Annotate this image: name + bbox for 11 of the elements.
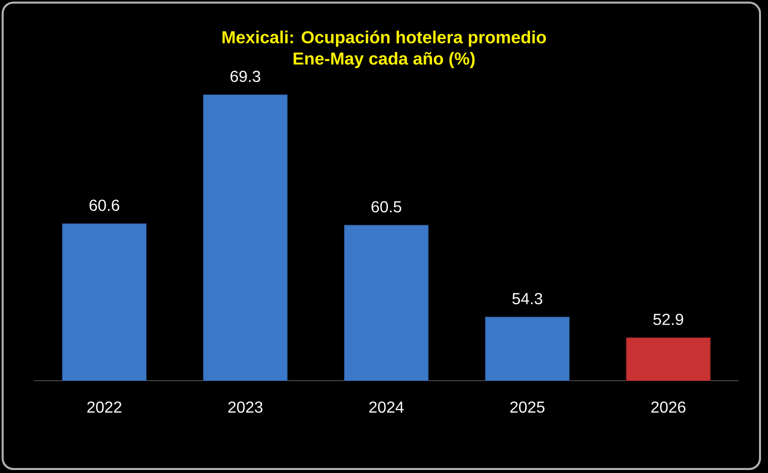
x-tick-label: 2026 [651,401,686,413]
x-tick-label: 2022 [87,401,122,413]
data-label: 60.6 [90,200,120,211]
data-label: 54.3 [512,292,542,304]
x-tick-label: 2023 [228,401,262,413]
x-tick-label: 2024 [369,401,404,413]
data-label: 60.5 [372,201,402,212]
data-label: 52.9 [653,314,684,326]
chart-title: Mexicali: Ocupación hotelera promedio Ene-May cada año (%) [222,30,546,68]
x-tick-label: 2025 [510,401,544,413]
data-label: 69.3 [230,70,260,82]
